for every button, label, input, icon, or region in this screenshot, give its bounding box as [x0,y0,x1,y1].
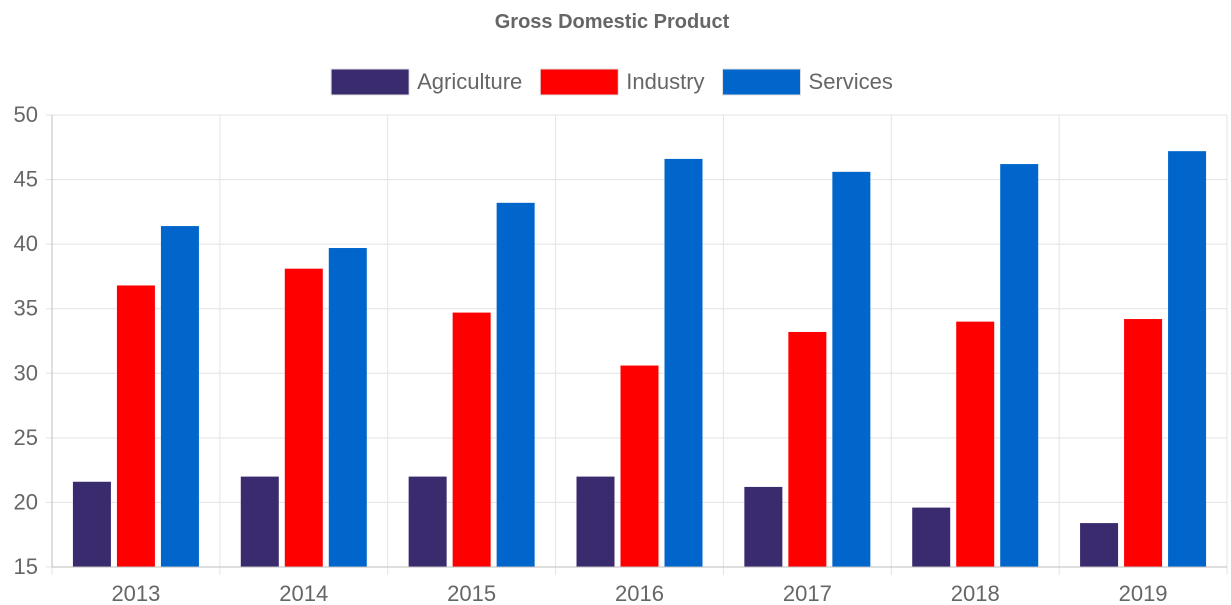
bar-services-2016 [664,158,703,567]
legend: Agriculture Industry Services [330,68,893,96]
bar-services-2014 [328,248,367,567]
legend-swatch-industry [539,68,619,96]
x-tick-label: 2018 [951,581,1000,605]
bar-agriculture-2013 [72,481,111,567]
y-tick-label: 20 [14,489,38,514]
bar-services-2017 [832,171,871,567]
y-axis-ticks: 15 20 25 30 35 40 45 50 [14,102,38,579]
y-tick-label: 50 [14,102,38,127]
grid [46,114,1228,575]
y-tick-label: 25 [14,425,38,450]
bar-industry-2018 [956,321,995,567]
x-axis-ticks: 2013 2014 2015 2016 2017 2018 2019 [111,581,1167,605]
chart-title: Gross Domestic Product [495,11,730,33]
bar-agriculture-2018 [912,507,951,567]
x-tick-label: 2019 [1119,581,1168,605]
y-tick-label: 35 [14,296,38,321]
y-tick-label: 30 [14,360,38,385]
bar-industry-2014 [284,268,323,567]
x-tick-label: 2015 [447,581,496,605]
legend-label-industry: Industry [626,69,704,94]
bar-agriculture-2017 [744,486,783,567]
bar-services-2018 [1000,164,1039,567]
bar-agriculture-2019 [1080,523,1119,567]
bar-services-2019 [1168,151,1207,567]
legend-label-agriculture: Agriculture [417,69,522,94]
bar-industry-2016 [620,365,659,567]
y-tick-label: 45 [14,167,38,192]
bar-agriculture-2015 [408,476,447,567]
y-tick-label: 40 [14,231,38,256]
legend-swatch-agriculture [330,68,410,96]
bar-agriculture-2014 [240,476,279,567]
axes [51,115,1227,568]
legend-label-services: Services [809,69,893,94]
bar-services-2013 [160,226,199,567]
bar-industry-2019 [1124,319,1163,567]
bar-industry-2015 [452,312,491,567]
bar-services-2015 [496,202,535,567]
bar-industry-2017 [788,331,827,567]
bars [72,151,1207,567]
y-tick-label: 15 [14,554,38,579]
bar-agriculture-2016 [576,476,615,567]
legend-swatch-services [722,68,802,96]
x-tick-label: 2013 [111,581,160,605]
x-tick-label: 2017 [783,581,832,605]
x-tick-label: 2014 [279,581,328,605]
x-tick-label: 2016 [615,581,664,605]
bar-industry-2013 [116,285,155,567]
